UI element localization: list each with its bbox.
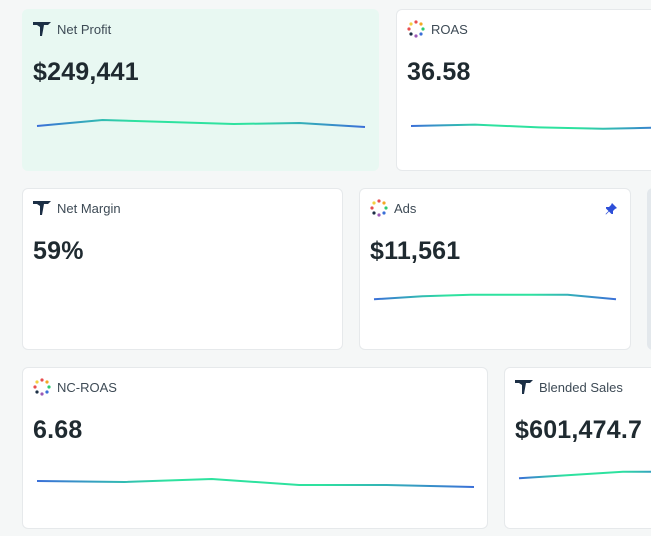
multicolor-dots-icon [407,20,425,38]
metric-card-nc-roas[interactable]: NC-ROAS 6.68 [22,367,488,529]
card-value: $11,561 [370,237,461,265]
card-value: 36.58 [407,58,471,86]
card-title: NC-ROAS [57,379,117,395]
card-header: NC-ROAS [33,378,117,396]
card-header: Net Margin [33,199,121,217]
card-title: Net Margin [57,200,121,216]
sparkline-chart [518,470,651,480]
pin-icon[interactable] [604,202,618,216]
card-header: Net Profit [33,20,111,38]
sparkline-trend-line [373,293,617,301]
sparkline-chart [410,123,651,130]
card-value: 59% [33,237,84,265]
card-title: Net Profit [57,21,112,37]
card-value: $601,474.7 [515,416,643,444]
sparkline-trend-line [36,478,475,488]
card-header: ROAS [407,20,468,38]
triple-whale-logo-icon [515,380,533,394]
partial-metric-card[interactable] [647,188,651,350]
card-value: $249,441 [33,58,139,86]
sparkline-chart [36,478,475,488]
metric-card-net-profit[interactable]: Net Profit $249,441 [22,9,379,171]
sparkline-chart [36,119,366,128]
multicolor-dots-icon [370,199,388,217]
metric-card-blended-sales[interactable]: Blended Sales $601,474.7 [504,367,651,529]
multicolor-dots-icon [33,378,51,396]
card-header: Ads [370,199,416,217]
metric-card-roas[interactable]: ROAS 36.58 [396,9,651,171]
sparkline-trend-line [36,119,366,128]
sparkline-trend-line [410,123,651,130]
card-value: 6.68 [33,416,83,444]
card-title: Ads [394,200,417,216]
card-title: ROAS [431,21,468,37]
sparkline-chart [373,293,617,301]
triple-whale-logo-icon [33,22,51,36]
sparkline-trend-line [518,470,651,480]
triple-whale-logo-icon [33,201,51,215]
metric-card-ads[interactable]: Ads $11,561 [359,188,631,350]
card-title: Blended Sales [539,379,623,395]
metric-card-net-margin[interactable]: Net Margin 59% [22,188,343,350]
card-header: Blended Sales [515,378,623,396]
